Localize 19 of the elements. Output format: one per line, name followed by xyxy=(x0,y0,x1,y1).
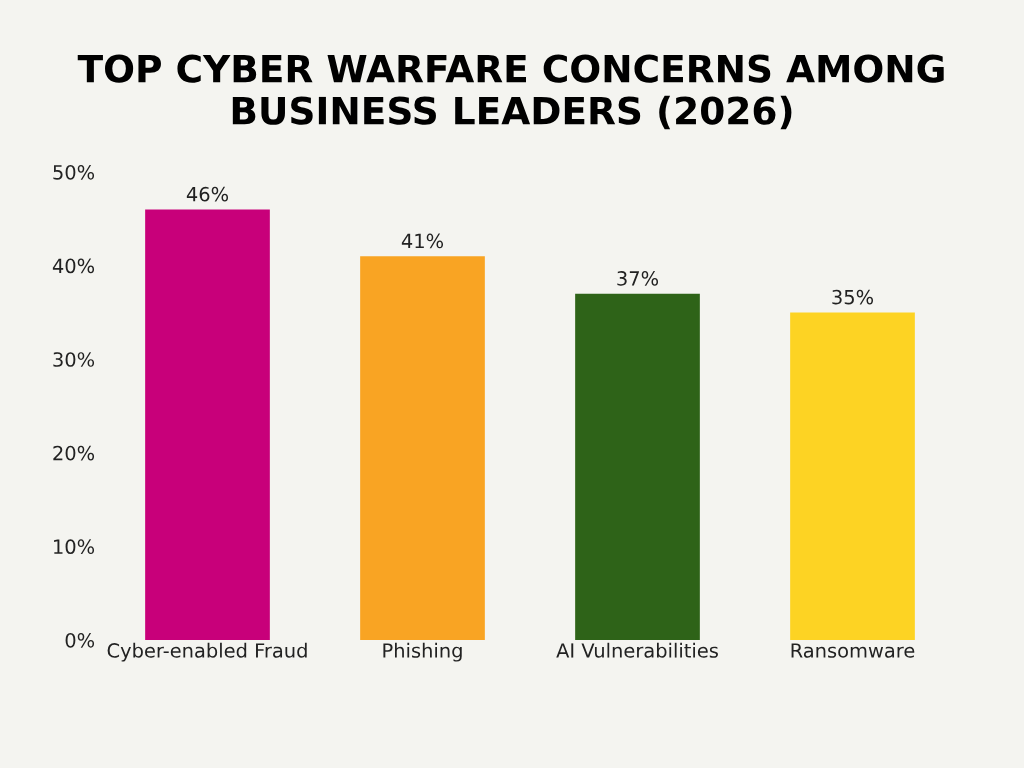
data-label: 41% xyxy=(401,233,444,249)
x-tick-label: Phishing xyxy=(383,642,462,662)
y-tick-label: 40% xyxy=(52,258,95,274)
bar xyxy=(790,312,915,640)
x-tick-label: Cyber-enabled Fraud xyxy=(107,642,307,662)
y-tick-label: 10% xyxy=(54,539,95,555)
bar xyxy=(145,209,270,640)
bar xyxy=(575,293,700,640)
data-label: 35% xyxy=(832,289,874,305)
data-label: 46% xyxy=(186,186,229,202)
chart-title: TOP CYBER WARFARE CONCERNS AMONG BUSINESS LEADERS (2026) xyxy=(77,54,944,130)
y-tick-label: 0% xyxy=(65,632,95,648)
y-tick-label: 30% xyxy=(53,352,95,367)
y-tick-label: 50% xyxy=(53,164,95,180)
y-tick-label: 20% xyxy=(53,445,95,461)
x-tick-label: Ransomware xyxy=(791,643,915,658)
bar xyxy=(360,256,485,640)
x-tick-label: AI Vulnerabilities xyxy=(556,642,718,658)
data-label: 37% xyxy=(617,271,659,286)
